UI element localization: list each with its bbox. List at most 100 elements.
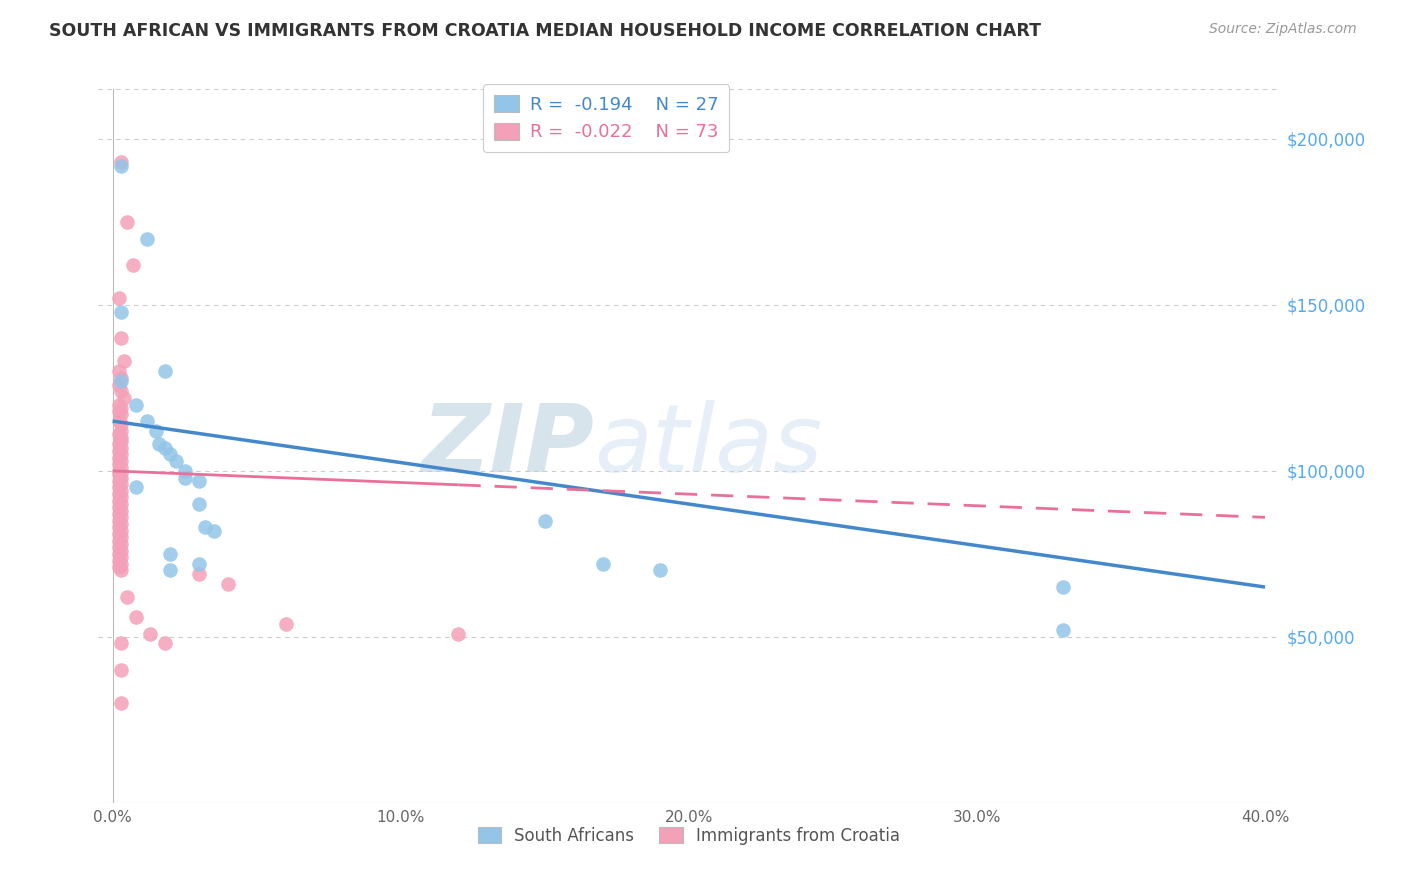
Point xyxy=(592,557,614,571)
Point xyxy=(534,514,557,528)
Point xyxy=(148,437,170,451)
Point xyxy=(107,397,129,411)
Point xyxy=(110,530,132,544)
Point xyxy=(173,464,195,478)
Point xyxy=(188,474,211,488)
Point xyxy=(125,397,148,411)
Point xyxy=(136,414,159,428)
Point xyxy=(107,527,129,541)
Point xyxy=(110,491,132,505)
Point xyxy=(112,354,135,368)
Point xyxy=(110,696,132,710)
Point xyxy=(110,304,132,318)
Point xyxy=(110,384,132,399)
Point xyxy=(1052,580,1074,594)
Point xyxy=(110,550,132,565)
Point xyxy=(110,477,132,491)
Point xyxy=(107,507,129,521)
Point xyxy=(107,377,129,392)
Point xyxy=(107,553,129,567)
Point xyxy=(110,454,132,468)
Point xyxy=(122,258,145,272)
Point xyxy=(110,497,132,511)
Point xyxy=(110,447,132,461)
Point xyxy=(107,481,129,495)
Point xyxy=(110,331,132,345)
Point xyxy=(107,487,129,501)
Point xyxy=(153,636,176,650)
Point xyxy=(110,460,132,475)
Point xyxy=(110,431,132,445)
Point xyxy=(107,404,129,418)
Point xyxy=(1052,624,1074,638)
Point xyxy=(159,547,181,561)
Point xyxy=(115,590,138,604)
Point xyxy=(110,543,132,558)
Point xyxy=(107,464,129,478)
Point xyxy=(188,566,211,581)
Point xyxy=(110,510,132,524)
Point xyxy=(107,414,129,428)
Point xyxy=(110,537,132,551)
Point xyxy=(110,434,132,448)
Point xyxy=(107,474,129,488)
Point xyxy=(110,371,132,385)
Point xyxy=(107,427,129,442)
Text: ZIP: ZIP xyxy=(422,400,595,492)
Point xyxy=(159,447,181,461)
Point xyxy=(110,663,132,677)
Point xyxy=(107,291,129,305)
Point xyxy=(139,626,162,640)
Point xyxy=(153,364,176,378)
Point xyxy=(107,514,129,528)
Point xyxy=(110,516,132,531)
Text: SOUTH AFRICAN VS IMMIGRANTS FROM CROATIA MEDIAN HOUSEHOLD INCOME CORRELATION CHA: SOUTH AFRICAN VS IMMIGRANTS FROM CROATIA… xyxy=(49,22,1042,40)
Point xyxy=(110,424,132,438)
Point xyxy=(107,444,129,458)
Point xyxy=(159,564,181,578)
Point xyxy=(107,500,129,515)
Point xyxy=(217,576,239,591)
Point xyxy=(110,466,132,480)
Point xyxy=(107,533,129,548)
Point xyxy=(110,417,132,432)
Point xyxy=(447,626,470,640)
Point xyxy=(110,483,132,498)
Point xyxy=(125,610,148,624)
Point xyxy=(173,470,195,484)
Point xyxy=(110,504,132,518)
Point xyxy=(115,215,138,229)
Point xyxy=(110,441,132,455)
Point xyxy=(107,457,129,471)
Point xyxy=(107,437,129,451)
Text: atlas: atlas xyxy=(595,401,823,491)
Legend: South Africans, Immigrants from Croatia: South Africans, Immigrants from Croatia xyxy=(471,821,907,852)
Point xyxy=(165,454,187,468)
Point xyxy=(110,524,132,538)
Point xyxy=(188,557,211,571)
Point xyxy=(194,520,217,534)
Point xyxy=(107,540,129,554)
Point xyxy=(107,467,129,482)
Point xyxy=(110,470,132,484)
Point xyxy=(110,374,132,388)
Point xyxy=(107,520,129,534)
Point xyxy=(145,424,167,438)
Point xyxy=(110,401,132,415)
Point xyxy=(110,159,132,173)
Point xyxy=(125,481,148,495)
Point xyxy=(112,391,135,405)
Point xyxy=(110,155,132,169)
Point xyxy=(650,564,672,578)
Point xyxy=(153,441,176,455)
Point xyxy=(107,547,129,561)
Point xyxy=(188,497,211,511)
Point xyxy=(202,524,225,538)
Point xyxy=(274,616,297,631)
Point xyxy=(107,450,129,465)
Point xyxy=(107,560,129,574)
Point xyxy=(110,408,132,422)
Point xyxy=(110,557,132,571)
Point xyxy=(107,364,129,378)
Point xyxy=(110,636,132,650)
